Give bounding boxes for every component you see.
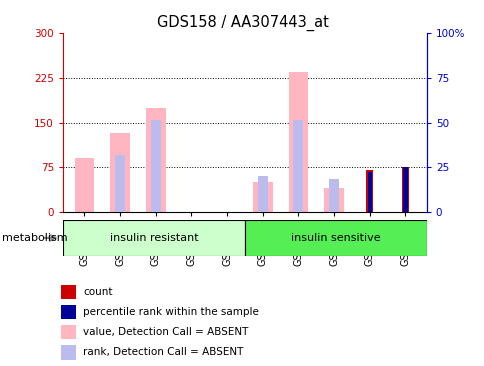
Bar bbox=[257, 176, 267, 212]
Bar bbox=[365, 171, 373, 212]
Text: GDS158 / AA307443_at: GDS158 / AA307443_at bbox=[156, 15, 328, 31]
Text: metabolism: metabolism bbox=[2, 233, 68, 243]
Bar bbox=[244, 220, 426, 256]
Bar bbox=[151, 120, 160, 212]
Bar bbox=[288, 72, 308, 212]
Bar bbox=[110, 133, 130, 212]
Text: value, Detection Call = ABSENT: value, Detection Call = ABSENT bbox=[83, 327, 248, 337]
Text: insulin resistant: insulin resistant bbox=[109, 233, 198, 243]
Bar bbox=[115, 156, 125, 212]
Bar bbox=[324, 188, 343, 212]
Bar bbox=[329, 179, 338, 212]
Bar bbox=[75, 158, 94, 212]
Bar bbox=[60, 325, 76, 339]
Bar bbox=[60, 345, 76, 359]
Bar bbox=[367, 172, 371, 212]
Bar bbox=[293, 120, 303, 212]
Text: count: count bbox=[83, 287, 112, 297]
Bar bbox=[253, 182, 272, 212]
Bar bbox=[63, 220, 244, 256]
Text: percentile rank within the sample: percentile rank within the sample bbox=[83, 307, 258, 317]
Text: rank, Detection Call = ABSENT: rank, Detection Call = ABSENT bbox=[83, 347, 243, 357]
Bar bbox=[402, 168, 407, 212]
Text: insulin sensitive: insulin sensitive bbox=[290, 233, 380, 243]
Bar bbox=[60, 285, 76, 299]
Bar bbox=[146, 108, 165, 212]
Bar bbox=[401, 168, 408, 212]
Bar bbox=[60, 305, 76, 319]
